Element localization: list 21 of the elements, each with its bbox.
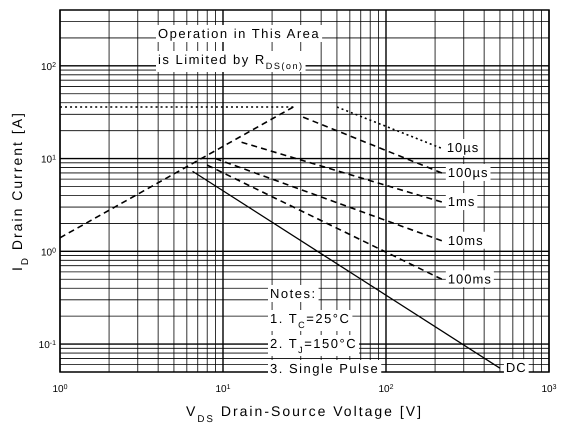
annotation: Operation in This Area xyxy=(158,26,320,41)
series-label: 100µs xyxy=(448,164,488,180)
x-tick-label: 10$^{2}$ xyxy=(378,384,394,395)
series-label: 1ms xyxy=(448,194,476,210)
annotation: 3. Single Pulse xyxy=(270,361,380,376)
annotation: is Limited by R$_{DS(on)}$ xyxy=(158,52,304,71)
y-tick-label: 10$^{2}$ xyxy=(40,61,56,73)
x-tick-label: 10$^{3}$ xyxy=(541,384,557,395)
x-tick-label: 10$^{1}$ xyxy=(215,384,231,395)
x-axis-title: V$_{DS}$ Drain-Source Voltage [V] xyxy=(186,403,423,424)
y-tick-label: 10$^{1}$ xyxy=(40,154,56,166)
annotation: Notes: xyxy=(270,286,317,301)
series-label: DC xyxy=(506,360,527,376)
annotation: 2. T$_{J}$=150°C xyxy=(270,336,358,355)
y-tick-label: 10$^{-1}$ xyxy=(38,340,56,352)
series-label: 10µs xyxy=(446,140,480,156)
annotation: 1. T$_{C}$=25°C xyxy=(270,311,350,330)
series-label: 10ms xyxy=(448,232,484,248)
x-tick-label: 10$^{0}$ xyxy=(52,384,68,395)
y-tick-label: 10$^{0}$ xyxy=(40,246,56,258)
series-label: 100ms xyxy=(448,271,492,286)
